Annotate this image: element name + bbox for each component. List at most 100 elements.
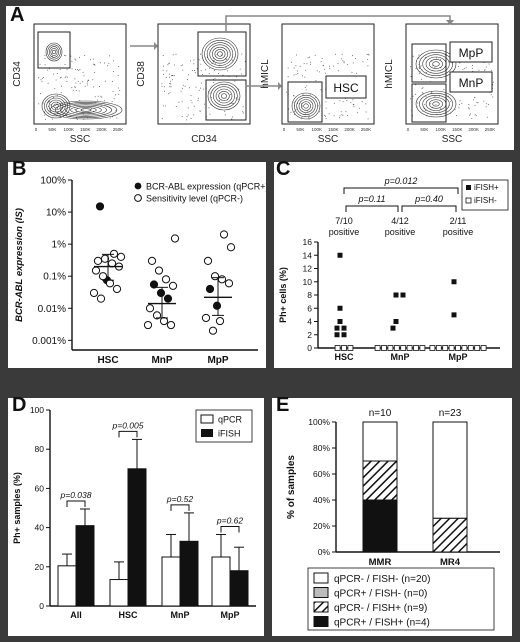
c-xtick-label: HSC [334, 352, 354, 362]
facs-event [196, 68, 198, 70]
c-positive-count: 7/10 [335, 216, 353, 226]
e-xtick-label: MR4 [440, 557, 461, 568]
facs-event [484, 69, 486, 71]
facs-contour [296, 97, 316, 115]
c-data-point-positive [451, 312, 457, 318]
facs-xtick: 200K [344, 127, 355, 132]
b-ytick-label: 0.01% [38, 304, 66, 315]
facs-event [308, 116, 310, 118]
facs-event [71, 87, 73, 89]
c-data-point-positive [337, 319, 343, 324]
facs-contour [211, 46, 229, 62]
facs-event [47, 69, 49, 71]
facs-gate [37, 31, 71, 69]
facs-event [339, 115, 341, 117]
b-data-point [116, 252, 126, 262]
facs-event [337, 62, 339, 64]
facs-event [52, 96, 54, 98]
e-ylabel: % of samples [286, 455, 297, 519]
facs-event [325, 107, 327, 109]
facs-event [329, 68, 331, 70]
facs-event [96, 99, 98, 101]
facs-event [225, 59, 227, 60]
facs-event [306, 63, 308, 65]
c-legend-positive: iFISH+ [474, 183, 499, 192]
facs-event [168, 93, 170, 95]
facs-event [477, 102, 479, 104]
c-ytick-label: 8 [307, 290, 312, 300]
d-bracket [220, 525, 240, 533]
facs-event [347, 64, 349, 66]
facs-xtick: 250K [361, 127, 372, 132]
b-ytick-label: 10% [46, 208, 66, 219]
e-ytick-label: 80% [313, 443, 330, 453]
facs-event [352, 62, 354, 64]
c-data-point-negative [435, 345, 442, 351]
facs-event [310, 61, 312, 63]
facs-event [368, 54, 370, 56]
facs-xtick: 50K [420, 127, 428, 132]
facs-event [421, 88, 423, 89]
c-data-point-negative [429, 345, 436, 351]
facs-event [181, 101, 183, 103]
facs-event [193, 105, 195, 107]
facs-event [163, 65, 164, 67]
b-data-point [208, 326, 218, 335]
d-ytick-label: 60 [35, 483, 45, 493]
b-data-point [147, 256, 157, 266]
facs-event [335, 53, 337, 55]
facs-event [341, 53, 343, 55]
facs-event [93, 63, 95, 65]
facs-xtick: 200K [468, 127, 479, 132]
facs-event [56, 94, 58, 96]
d-ytick-label: 80 [35, 444, 45, 454]
facs-event [44, 114, 46, 116]
facs-event [74, 78, 76, 80]
facs-event [41, 80, 43, 82]
facs-event [295, 74, 297, 75]
facs-event [422, 87, 424, 89]
facs-event [161, 85, 163, 87]
facs-event [347, 115, 349, 116]
facs-contour [65, 104, 107, 116]
panel-b-letter: B [12, 158, 27, 180]
facs-event [290, 111, 292, 113]
facs-event [309, 56, 310, 58]
b-data-point [100, 254, 110, 263]
facs-event [55, 79, 57, 81]
facs-event [472, 70, 474, 72]
facs-event [353, 104, 355, 106]
facs-event [209, 92, 211, 94]
c-positive-count: 4/12 [391, 216, 409, 226]
facs-event [356, 72, 357, 74]
facs-event [115, 110, 117, 112]
facs-event [352, 55, 353, 57]
c-ytick-label: 16 [303, 237, 313, 247]
c-data-point-negative [400, 345, 407, 351]
facs-event [190, 118, 192, 119]
panel-e: 0% 20% 40% 60% 80% 100% % of samples MMR n=10 MR4… [272, 398, 512, 636]
facs-event [71, 68, 73, 70]
d-legend-ifish: iFISH [218, 429, 241, 439]
facs-event [227, 70, 229, 72]
facs-event [59, 69, 61, 71]
facs-event [475, 115, 477, 116]
facs-event [295, 65, 297, 67]
facs-event [208, 107, 210, 109]
facs-event [431, 91, 433, 93]
e-group-n: n=23 [439, 408, 462, 419]
facs-event [239, 68, 241, 70]
facs-event [440, 108, 442, 110]
panel-b-svg: 100% 10% 1% 0.1% 0.01% 0.001% BCR-ABL expressi… [14, 176, 268, 367]
b-ytick-label: 0.1% [43, 272, 66, 283]
c-bracket [343, 187, 459, 194]
c-legend-negative: iFISH- [474, 196, 497, 205]
facs-contour [49, 100, 123, 120]
facs-event [307, 110, 309, 112]
b-data-point [170, 234, 180, 243]
facs-event [333, 103, 335, 105]
facs-event [351, 71, 353, 73]
hsc-label-box [325, 75, 367, 99]
facs-event [490, 94, 492, 96]
b-data-point [109, 249, 119, 258]
